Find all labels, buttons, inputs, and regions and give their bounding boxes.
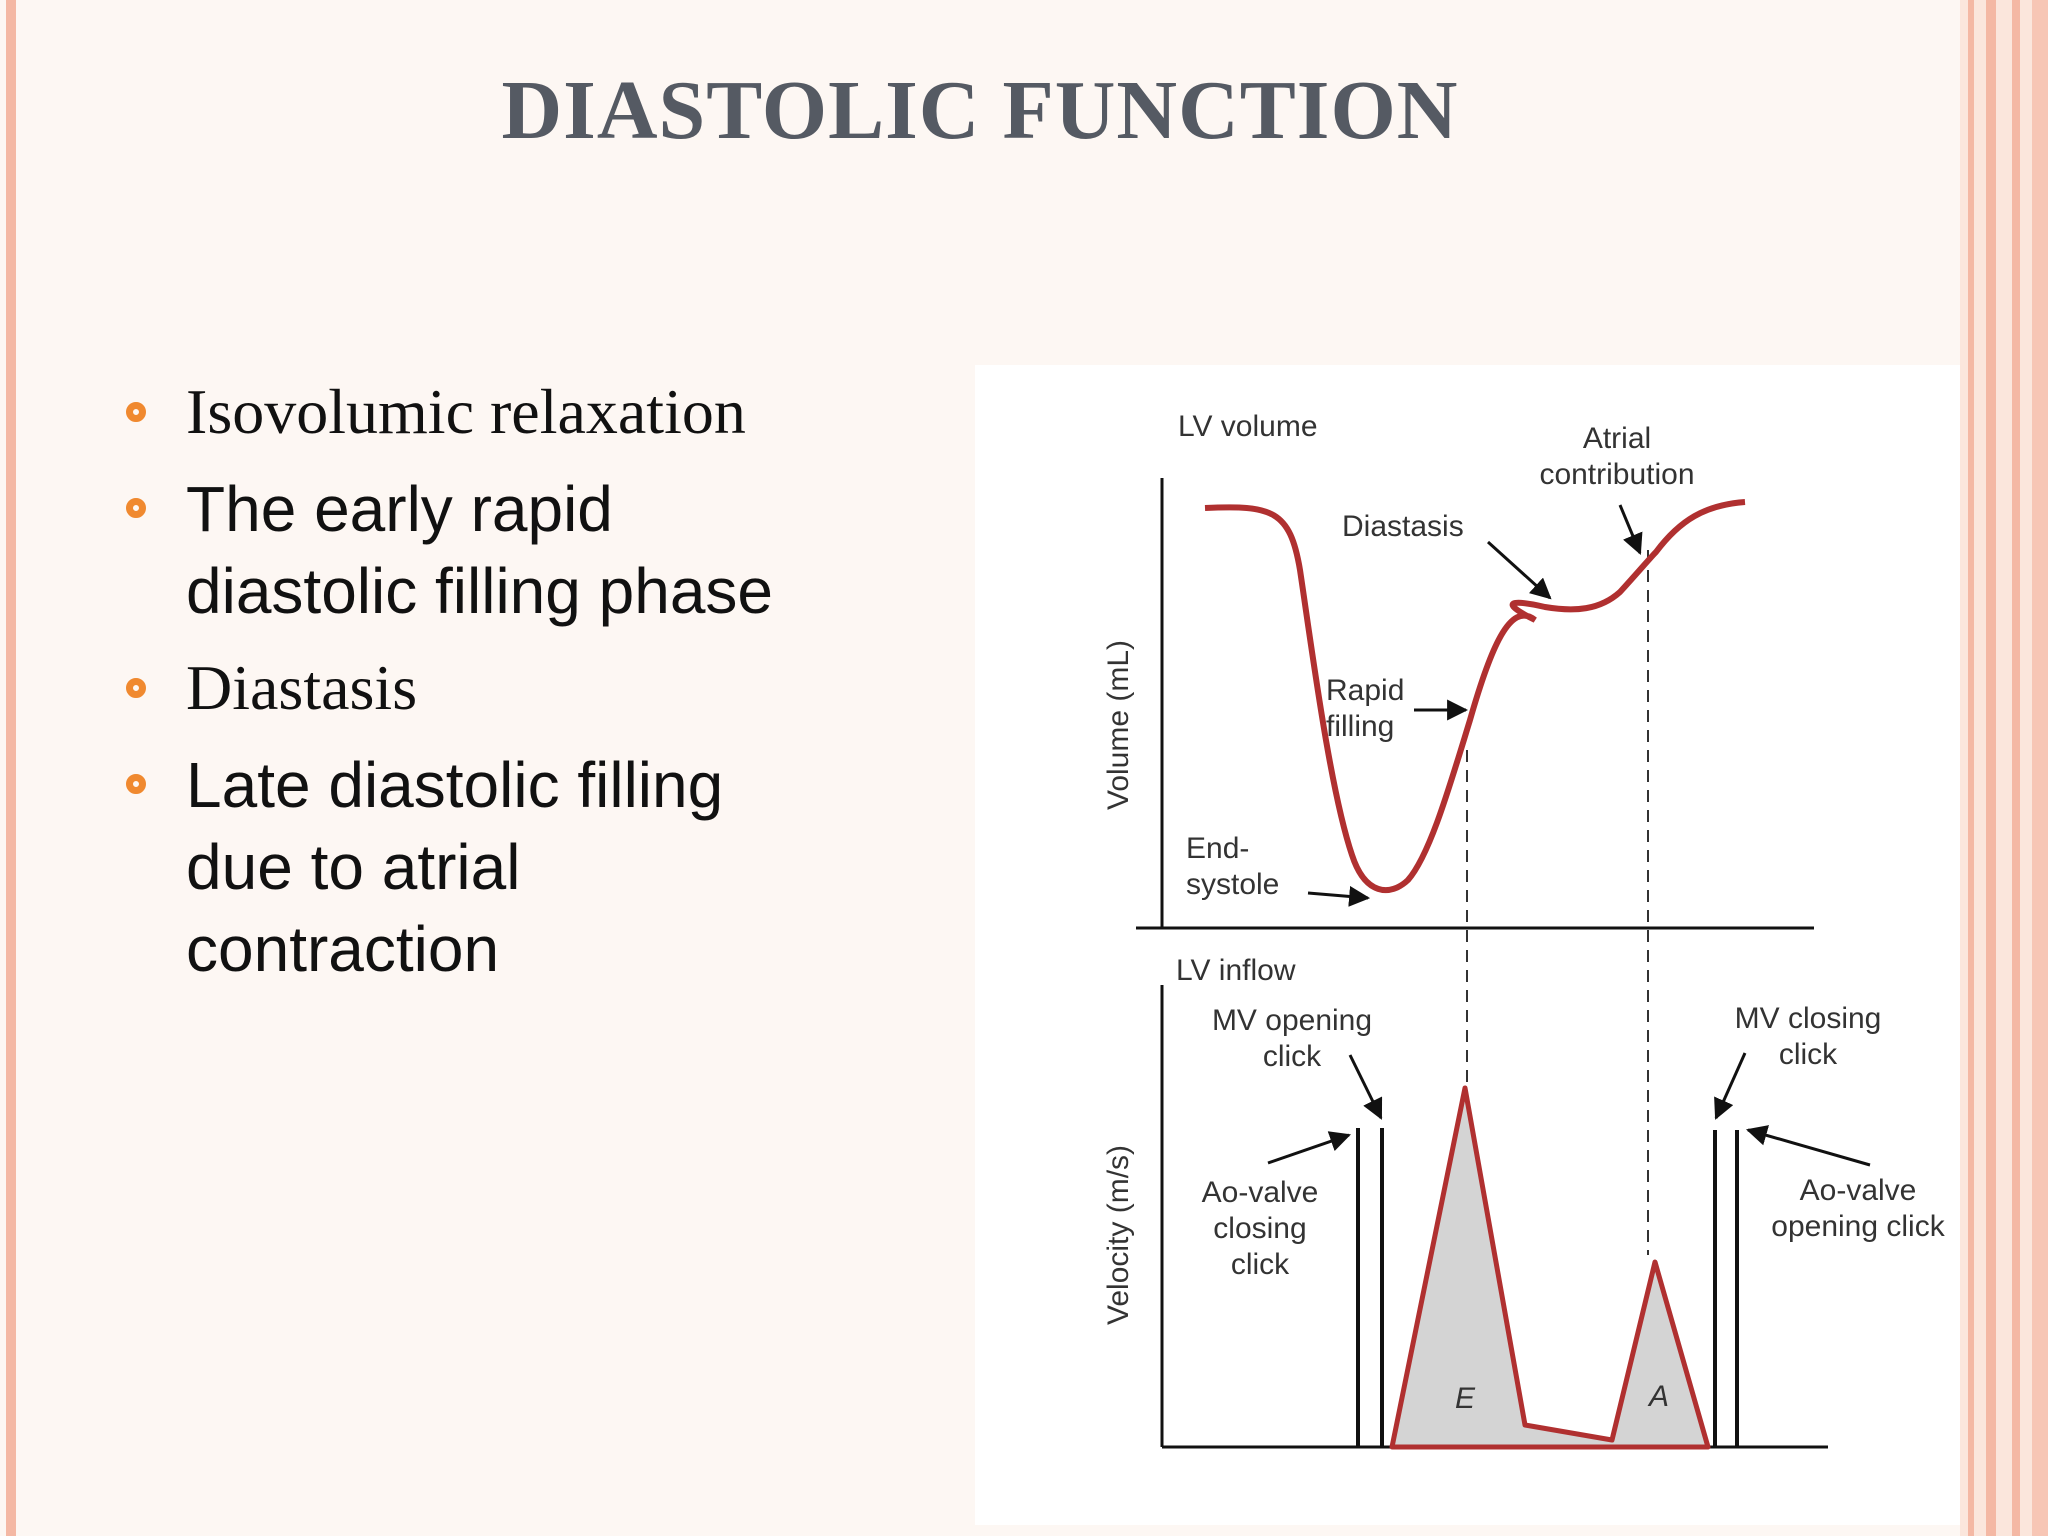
lv-inflow-heading: LV inflow	[1176, 954, 1296, 987]
rapid-filling-label-line2: filling	[1326, 710, 1394, 743]
e-wave-label: E	[1455, 1382, 1476, 1415]
e-wave	[1389, 1085, 1711, 1450]
bullet-text: The early rapid diastolic filling phase	[186, 473, 773, 627]
rapid-filling-label-line1: Rapid	[1326, 674, 1404, 707]
atrial-label-line1: Atrial	[1583, 422, 1651, 455]
volume-axis-label: Volume (mL)	[1102, 640, 1135, 810]
diastasis-arrow	[1486, 540, 1552, 600]
velocity-axis-label: Velocity (m/s)	[1102, 1145, 1135, 1325]
bullet-text: Late diastolic filling due to atrial con…	[186, 749, 724, 985]
ao-opening-label-line1: Ao-valve	[1800, 1174, 1917, 1207]
atrial-label-line2: contribution	[1539, 458, 1694, 491]
ao-closing-label-line3: click	[1231, 1248, 1290, 1281]
lv-volume-heading: LV volume	[1178, 410, 1318, 443]
slide-title: DIASTOLIC FUNCTION	[501, 64, 1459, 157]
mv-closing-label-line1: MV closing	[1735, 1002, 1882, 1035]
end-systole-arrow	[1307, 885, 1371, 907]
ao-opening-arrow	[1745, 1125, 1871, 1167]
atrial-arrow	[1618, 504, 1643, 555]
mv-opening-arrow	[1348, 1054, 1383, 1120]
bullet-circle-icon	[126, 678, 146, 698]
end-systole-label-line2: systole	[1186, 868, 1279, 901]
mv-closing-label-line2: click	[1779, 1038, 1838, 1071]
bullet-text: Diastasis	[186, 652, 418, 723]
lv-volume-curve	[1204, 499, 1746, 894]
mv-closing-arrow	[1714, 1052, 1747, 1120]
bullet-list: Isovolumic relaxation The early rapid di…	[126, 370, 846, 1004]
ao-closing-label-line2: closing	[1213, 1212, 1306, 1245]
ao-closing-label-line1: Ao-valve	[1202, 1176, 1319, 1209]
bullet-item: Late diastolic filling due to atrial con…	[126, 744, 846, 990]
bullet-circle-icon	[126, 774, 146, 794]
ao-opening-label-line2: opening click	[1771, 1210, 1945, 1243]
mv-opening-label-line1: MV opening	[1212, 1004, 1372, 1037]
bullet-circle-icon	[126, 402, 146, 422]
a-wave-label: A	[1647, 1380, 1669, 1413]
bullet-item: Diastasis	[126, 646, 846, 730]
end-systole-label-line1: End-	[1186, 832, 1249, 865]
ao-closing-arrow	[1267, 1131, 1351, 1165]
bullet-item: Isovolumic relaxation	[126, 370, 846, 454]
bullet-circle-icon	[126, 498, 146, 518]
bullet-text: Isovolumic relaxation	[186, 376, 746, 447]
mv-opening-label-line2: click	[1263, 1040, 1322, 1073]
diastasis-label: Diastasis	[1342, 510, 1464, 543]
right-frame	[1960, 0, 2048, 1536]
left-frame	[0, 0, 24, 1536]
bullet-item: The early rapid diastolic filling phase	[126, 468, 846, 632]
